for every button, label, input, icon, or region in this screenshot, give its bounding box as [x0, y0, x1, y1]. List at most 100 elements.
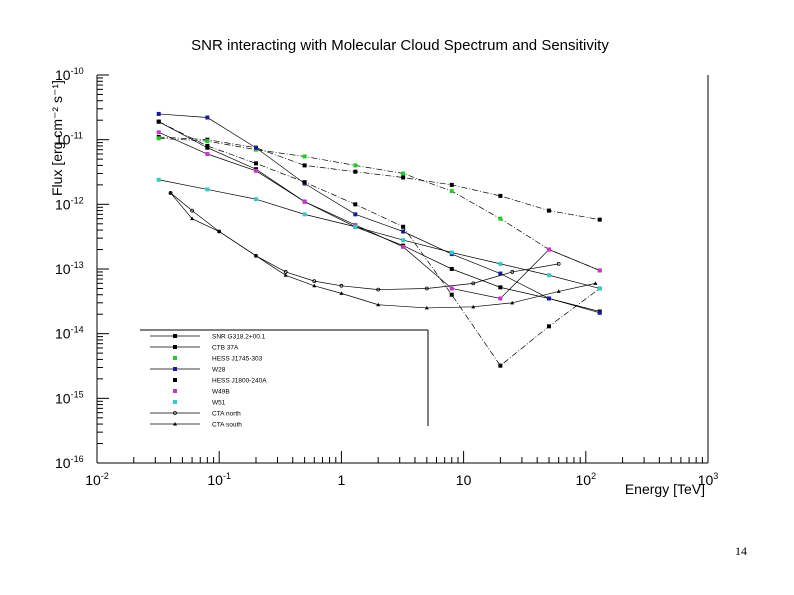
data-point — [547, 273, 552, 278]
x-tick-label: 10-2 — [85, 471, 109, 488]
data-point — [498, 261, 503, 266]
data-point — [471, 304, 476, 309]
legend-label: HESS J1800-240A — [212, 378, 267, 385]
series-8 — [168, 190, 598, 310]
data-point — [312, 283, 317, 288]
legend-entry: W28 — [150, 367, 226, 374]
x-tick-label: 103 — [698, 471, 719, 488]
legend-entry: HESS J1800-240A — [173, 378, 267, 385]
legend-label: W28 — [212, 367, 226, 374]
data-point — [205, 143, 210, 148]
data-point — [205, 139, 210, 144]
data-point — [302, 180, 307, 185]
data-point — [547, 247, 552, 252]
data-point — [283, 273, 288, 277]
legend-marker — [173, 356, 177, 360]
data-point — [401, 229, 406, 234]
data-point — [376, 302, 381, 307]
series-line — [170, 192, 596, 309]
data-point — [353, 163, 358, 168]
legend-entry: CTA north — [150, 411, 241, 418]
data-point — [593, 281, 598, 285]
data-point — [498, 193, 503, 198]
data-point — [156, 136, 161, 141]
data-point — [401, 175, 406, 180]
legend-label: W51 — [212, 400, 226, 407]
data-point — [168, 190, 173, 195]
data-point — [449, 267, 454, 271]
series-1 — [156, 119, 602, 314]
data-point — [401, 224, 406, 229]
data-point — [556, 289, 561, 293]
data-point — [205, 152, 210, 157]
data-point — [205, 115, 210, 120]
data-point — [190, 208, 194, 213]
legend-label: CTB 37A — [212, 345, 239, 352]
data-point — [449, 182, 454, 187]
series-3 — [156, 111, 602, 315]
data-point — [302, 154, 307, 159]
data-point — [498, 363, 503, 368]
legend-entry: W51 — [173, 400, 226, 407]
legend-label: HESS J1745-303 — [212, 356, 263, 363]
data-point — [449, 250, 454, 255]
page-number: 14 — [735, 544, 747, 558]
legend: SNR G318.2+00.1 CTB 37A HESS J1745-303 W28 H… — [140, 329, 429, 429]
y-axis-label: Flux [erg cm⁻² s⁻¹] — [49, 80, 65, 196]
series-2 — [156, 136, 602, 273]
y-tick-label: 10-11 — [55, 131, 83, 148]
series-line — [170, 192, 559, 290]
x-tick-label: 102 — [576, 471, 597, 488]
x-tick-label: 10-1 — [207, 471, 231, 488]
y-tick-label: 10-14 — [55, 325, 84, 342]
data-point — [253, 253, 258, 258]
series-line — [158, 121, 600, 312]
data-point — [302, 199, 307, 204]
data-point — [449, 292, 454, 297]
data-point — [253, 197, 258, 202]
data-point — [547, 324, 552, 329]
data-point — [449, 189, 454, 194]
data-point — [312, 279, 317, 283]
y-tick-label: 10-15 — [55, 389, 84, 406]
data-point — [556, 261, 561, 266]
legend-label: CTA north — [212, 411, 241, 418]
data-point — [253, 161, 258, 166]
data-point — [302, 212, 307, 217]
data-point — [498, 296, 503, 301]
chart-title: SNR interacting with Molecular Cloud Spe… — [191, 37, 609, 54]
data-point — [510, 270, 515, 274]
data-point — [353, 169, 358, 174]
x-axis-ticks — [96, 451, 709, 463]
series-line — [158, 121, 600, 367]
data-point — [401, 171, 406, 176]
y-tick-label: 10-12 — [55, 195, 84, 212]
legend-marker — [173, 334, 177, 338]
x-tick-label: 10 — [456, 472, 472, 488]
data-point — [353, 212, 358, 217]
legend-entry: SNR G318.2+00.1 — [150, 334, 266, 341]
data-point — [401, 244, 406, 249]
legend-marker — [173, 367, 177, 371]
legend-entry: HESS J1745-303 — [173, 356, 263, 363]
legend-marker — [173, 345, 177, 349]
data-point — [156, 177, 161, 182]
data-point — [253, 168, 258, 173]
data-point — [597, 310, 602, 315]
series-line — [158, 179, 600, 289]
data-point — [217, 229, 222, 234]
y-axis-ticks — [97, 74, 109, 464]
legend-marker — [173, 411, 177, 415]
x-tick-label: 1 — [338, 472, 346, 488]
data-point — [597, 217, 602, 222]
series-layer — [156, 111, 602, 368]
x-axis-label: Energy [TeV] — [625, 481, 705, 497]
data-point — [547, 296, 552, 301]
legend-label: SNR G318.2+00.1 — [212, 334, 266, 341]
data-point — [156, 119, 161, 124]
legend-items: SNR G318.2+00.1 CTB 37A HESS J1745-303 W28 H… — [150, 334, 267, 429]
legend-entry: CTA south — [150, 422, 242, 429]
series-line — [158, 131, 600, 299]
data-point — [253, 145, 258, 150]
legend-label: W49B — [212, 389, 230, 396]
